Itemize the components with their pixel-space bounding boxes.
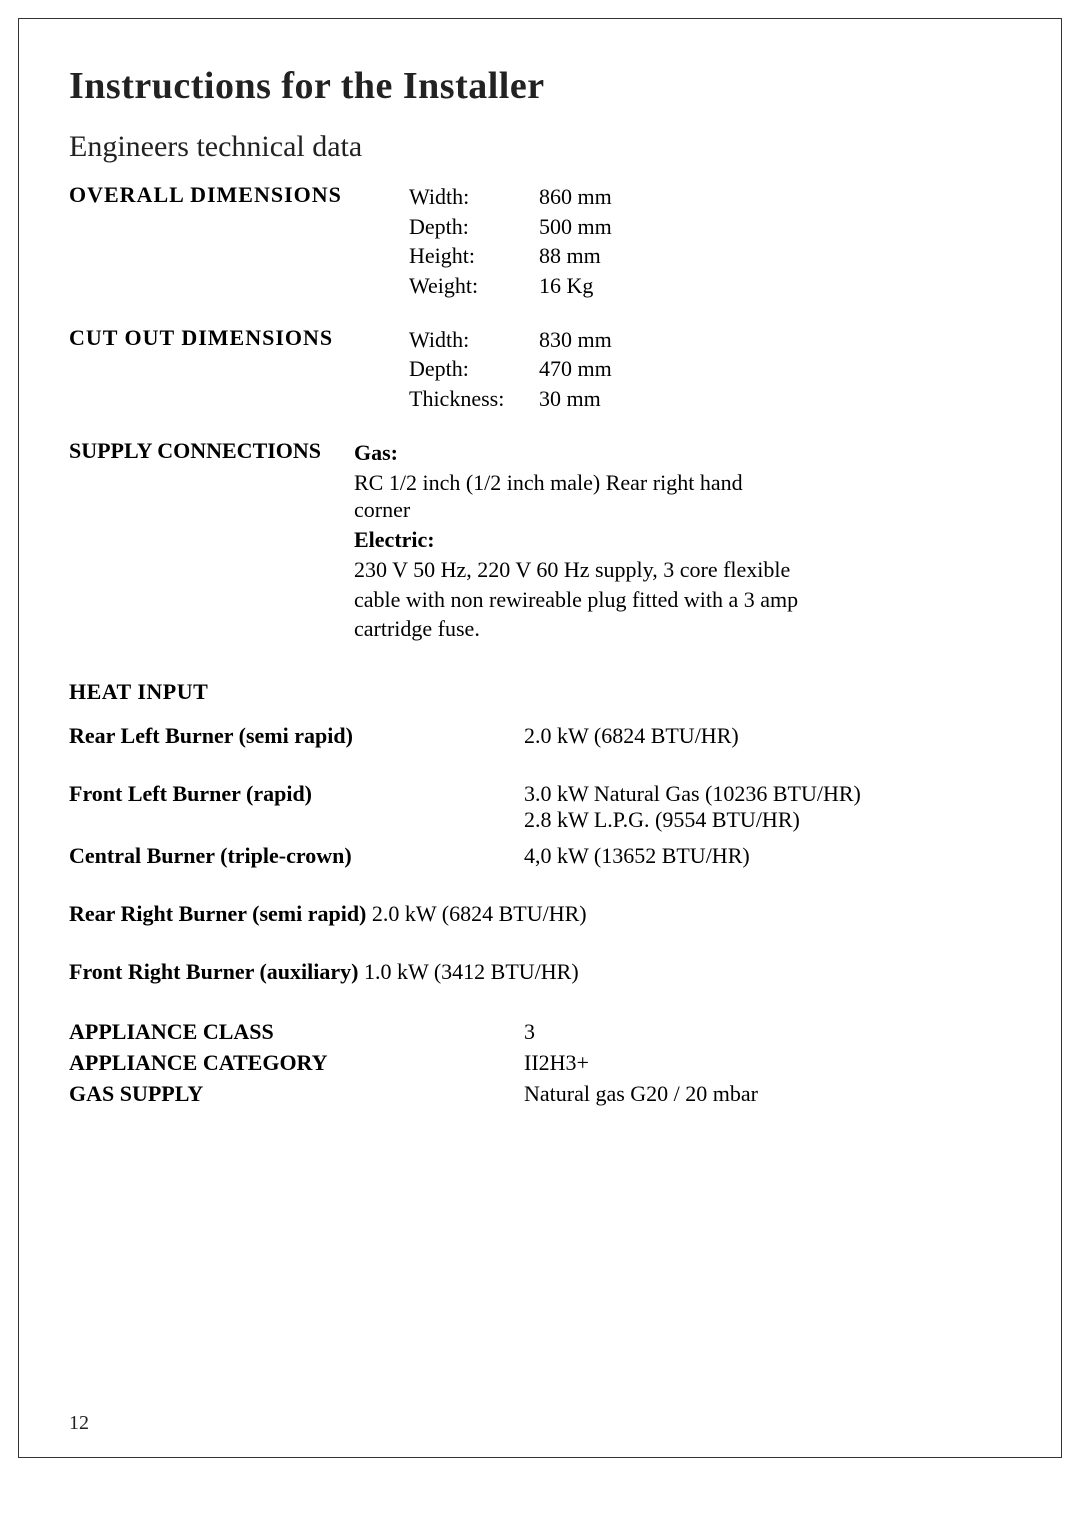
electric-sublabel: Electric: bbox=[354, 525, 1011, 555]
front-left-burner-row: Front Left Burner (rapid) 3.0 kW Natural… bbox=[69, 781, 1011, 833]
page-number: 12 bbox=[69, 1412, 89, 1435]
front-left-burner-extra: 2.8 kW L.P.G. (9554 BTU/HR) bbox=[524, 807, 861, 833]
front-left-burner-value: 3.0 kW Natural Gas (10236 BTU/HR) 2.8 kW… bbox=[524, 781, 861, 833]
front-right-burner-label: Front Right Burner (auxiliary) bbox=[69, 959, 364, 984]
gas-supply-value: Natural gas G20 / 20 mbar bbox=[524, 1079, 758, 1110]
electric-line1: 230 V 50 Hz, 220 V 60 Hz supply, 3 core … bbox=[354, 555, 1011, 585]
electric-line2: cable with non rewireable plug fitted wi… bbox=[354, 585, 1011, 615]
cutout-dimensions-block: CUT OUT DIMENSIONS Width:830 mm Depth:47… bbox=[69, 325, 1011, 414]
rear-right-burner-value: 2.0 kW (6824 BTU/HR) bbox=[372, 901, 587, 926]
central-burner-row: Central Burner (triple-crown) 4,0 kW (13… bbox=[69, 843, 1011, 869]
subtitle: Engineers technical data bbox=[69, 130, 1011, 164]
gas-wrap-line: corner bbox=[69, 497, 1011, 523]
overall-weight-key: Weight: bbox=[409, 271, 539, 301]
overall-width-key: Width: bbox=[409, 182, 539, 212]
cutout-depth-key: Depth: bbox=[409, 354, 539, 384]
supply-body: Gas: RC 1/2 inch (1/2 inch male) Rear ri… bbox=[354, 438, 743, 497]
cutout-values: Width:830 mm Depth:470 mm Thickness:30 m… bbox=[409, 325, 612, 414]
overall-weight-val: 16 Kg bbox=[539, 271, 593, 301]
overall-dimensions-block: OVERALL DIMENSIONS Width:860 mm Depth:50… bbox=[69, 182, 1011, 301]
heat-input-heading: HEAT INPUT bbox=[69, 679, 1011, 705]
appliance-footer-block: APPLIANCE CLASS APPLIANCE CATEGORY GAS S… bbox=[69, 1017, 1011, 1109]
central-burner-value: 4,0 kW (13652 BTU/HR) bbox=[524, 843, 750, 869]
rear-left-burner-row: Rear Left Burner (semi rapid) 2.0 kW (68… bbox=[69, 723, 1011, 749]
front-right-burner-value: 1.0 kW (3412 BTU/HR) bbox=[364, 959, 579, 984]
cutout-depth-val: 470 mm bbox=[539, 354, 612, 384]
overall-width-val: 860 mm bbox=[539, 182, 612, 212]
front-right-burner-row: Front Right Burner (auxiliary) 1.0 kW (3… bbox=[69, 959, 1011, 985]
front-left-burner-label: Front Left Burner (rapid) bbox=[69, 781, 524, 807]
overall-values: Width:860 mm Depth:500 mm Height:88 mm W… bbox=[409, 182, 612, 301]
page-title: Instructions for the Installer bbox=[69, 64, 1011, 108]
footer-values-col: 3 II2H3+ Natural gas G20 / 20 mbar bbox=[524, 1017, 758, 1109]
central-burner-label: Central Burner (triple-crown) bbox=[69, 843, 524, 869]
cutout-width-key: Width: bbox=[409, 325, 539, 355]
appliance-class-label: APPLIANCE CLASS bbox=[69, 1017, 524, 1048]
footer-labels-col: APPLIANCE CLASS APPLIANCE CATEGORY GAS S… bbox=[69, 1017, 524, 1109]
overall-height-val: 88 mm bbox=[539, 241, 601, 271]
gas-line: RC 1/2 inch (1/2 inch male) Rear right h… bbox=[354, 468, 743, 498]
rear-left-burner-value: 2.0 kW (6824 BTU/HR) bbox=[524, 723, 739, 749]
cutout-width-val: 830 mm bbox=[539, 325, 612, 355]
overall-depth-key: Depth: bbox=[409, 212, 539, 242]
overall-height-key: Height: bbox=[409, 241, 539, 271]
rear-left-burner-label: Rear Left Burner (semi rapid) bbox=[69, 723, 524, 749]
rear-right-burner-label: Rear Right Burner (semi rapid) bbox=[69, 901, 372, 926]
overall-label: OVERALL DIMENSIONS bbox=[69, 182, 409, 301]
supply-label: SUPPLY CONNECTIONS bbox=[69, 438, 354, 497]
supply-connections-block: SUPPLY CONNECTIONS Gas: RC 1/2 inch (1/2… bbox=[69, 438, 1011, 497]
electric-line3: cartridge fuse. bbox=[354, 614, 1011, 644]
overall-depth-val: 500 mm bbox=[539, 212, 612, 242]
gas-supply-label: GAS SUPPLY bbox=[69, 1079, 524, 1110]
rear-right-burner-row: Rear Right Burner (semi rapid) 2.0 kW (6… bbox=[69, 901, 1011, 927]
appliance-category-label: APPLIANCE CATEGORY bbox=[69, 1048, 524, 1079]
gas-sublabel: Gas: bbox=[354, 440, 398, 465]
cutout-thick-key: Thickness: bbox=[409, 384, 539, 414]
electric-block: Electric: 230 V 50 Hz, 220 V 60 Hz suppl… bbox=[354, 525, 1011, 644]
cutout-thick-val: 30 mm bbox=[539, 384, 601, 414]
cutout-label: CUT OUT DIMENSIONS bbox=[69, 325, 409, 414]
appliance-category-value: II2H3+ bbox=[524, 1048, 758, 1079]
appliance-class-value: 3 bbox=[524, 1017, 758, 1048]
page-container: Instructions for the Installer Engineers… bbox=[18, 18, 1062, 1458]
